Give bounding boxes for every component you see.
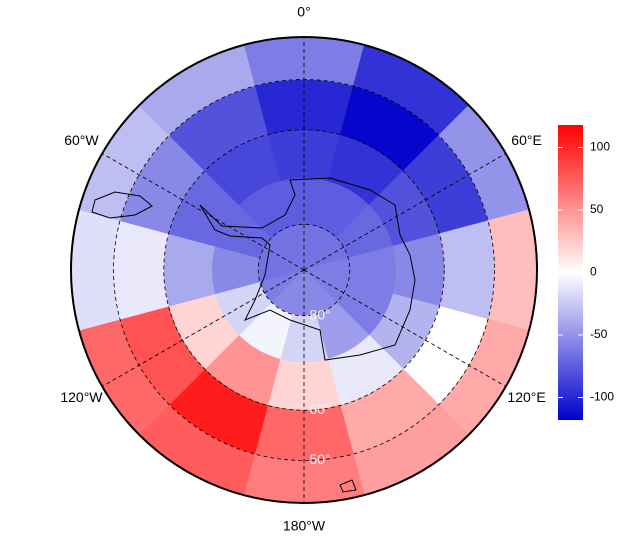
lon-label: 120°E <box>507 389 545 405</box>
lon-label: 60°W <box>64 132 99 148</box>
south-america <box>91 191 153 219</box>
lon-label: 120°W <box>60 389 103 405</box>
graticule <box>102 37 506 503</box>
field-cell <box>113 220 169 320</box>
lon-line <box>102 153 305 271</box>
labels: 80° 60° 50° 0° 60°E 120°E 180°W 120°W 60°W 100 50 0… <box>60 4 614 534</box>
lon-label: 0° <box>297 4 310 20</box>
field-cell <box>392 233 445 307</box>
lat-label: 50° <box>309 451 330 467</box>
coastline <box>91 177 416 493</box>
field-cell <box>163 233 216 307</box>
lon-label: 180°W <box>283 518 326 534</box>
field-cell <box>439 220 495 320</box>
antarctica <box>199 177 416 361</box>
map-border <box>70 36 538 504</box>
colorbar-label: -100 <box>590 390 614 404</box>
lon-line <box>102 269 305 387</box>
colorbar-label: -50 <box>590 327 608 341</box>
colorbar-label: 0 <box>590 265 597 279</box>
field-cell <box>70 209 121 331</box>
lat-label: 60° <box>309 401 330 417</box>
lon-label: 60°E <box>511 132 542 148</box>
field-cell <box>487 209 538 331</box>
colorbar-label: 100 <box>590 140 610 154</box>
colorbar-label: 50 <box>590 202 604 216</box>
island <box>339 479 357 493</box>
lon-line <box>303 269 506 387</box>
lat-label: 80° <box>309 306 330 322</box>
field <box>70 36 538 504</box>
lon-line <box>303 153 506 271</box>
